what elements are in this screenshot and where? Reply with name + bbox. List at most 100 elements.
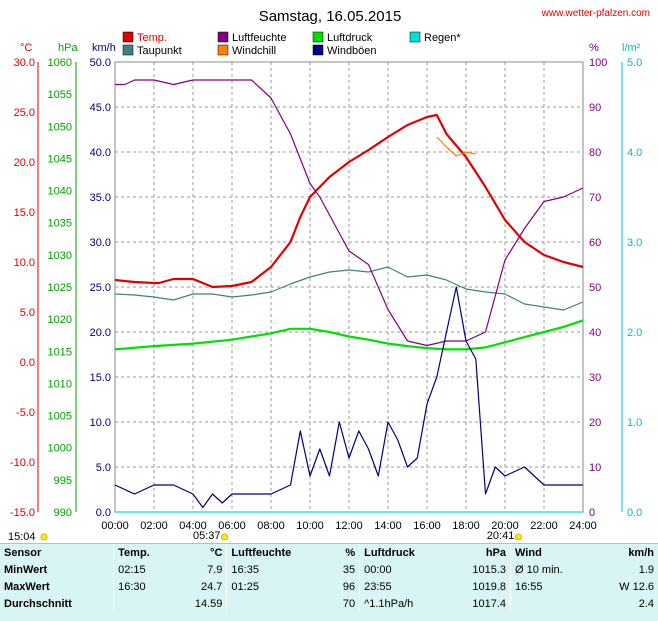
y-tick-label-rain: 1.0 [627,417,642,429]
y-tick-label-humidity: 10 [589,462,601,474]
summary-wind-value: W 12.6 [619,580,654,593]
legend-swatch [312,31,324,43]
y-tick-label-pressure: 1000 [48,443,72,455]
summary-temp-time [113,595,174,612]
y-tick-label-pressure: 990 [54,507,72,519]
series-line-windchill [436,136,476,157]
y-tick-label-pressure: 995 [54,475,72,487]
x-tick-label: 04:00 [179,520,207,532]
summary-header-press: Luftdruck [359,544,448,561]
y-tick-label-temp: -10.0 [10,457,35,469]
summary-header-wind-unit: km/h [628,546,654,559]
y-tick-label-temp: 5.0 [20,307,35,319]
summary-header-hum-unit: % [345,546,356,559]
summary-wind-time [510,595,595,612]
y-tick-label-temp: 15.0 [14,207,35,219]
y-tick-label-pressure: 1010 [48,378,72,390]
y-unit-temp: °C [20,42,32,54]
summary-hum-value: 70 [342,597,356,610]
y-tick-label-humidity: 90 [589,102,601,114]
y-tick-label-pressure: 1020 [48,314,72,326]
y-tick-label-pressure: 1055 [48,89,72,101]
x-tick-label: 08:00 [257,520,285,532]
y-tick-label-pressure: 1025 [48,282,72,294]
y-tick-label-pressure: 1040 [48,186,72,198]
summary-press-value: 1019.8 [472,580,507,593]
sunset-marker-dot [514,533,522,540]
sunrise-marker-label: 05:37 [193,530,221,540]
series-line-temp [114,113,584,289]
y-tick-label-wind: 45.0 [90,102,111,114]
y-unit-humidity: % [589,42,599,54]
summary-header-temp-unit: °C [210,546,223,559]
y-tick-label-pressure: 1045 [48,153,72,165]
x-tick-label: 22:00 [530,520,558,532]
y-tick-label-wind: 10.0 [90,417,111,429]
x-tick-label: 14:00 [374,520,402,532]
legend-swatch [122,31,134,43]
plot-area [114,79,584,513]
summary-hum-time [226,595,329,612]
y-tick-label-humidity: 40 [589,327,601,339]
y-tick-label-humidity: 60 [589,237,601,249]
summary-press-time: ^1.1hPa/h [359,595,448,612]
legend-label: Regen* [424,32,461,44]
summary-row-label: Durchschnitt [4,597,72,610]
summary-temp-time: 02:15 [113,561,174,578]
y-tick-label-temp: 10.0 [14,257,35,269]
summary-temp-value: 24.7 [201,580,223,593]
legend-swatch [217,31,229,43]
sun-marker-left-label: 15:04 [8,531,36,540]
summary-press-time: 23:55 [359,578,448,595]
sun-marker-left-dot [40,533,48,540]
series-line-windben [114,286,583,509]
legend-label: Luftdruck [327,32,373,44]
x-tick-label: 18:00 [452,520,480,532]
y-tick-label-pressure: 1035 [48,218,72,230]
x-tick-label: 06:00 [218,520,246,532]
y-tick-label-rain: 3.0 [627,237,642,249]
summary-temp-value: 7.9 [207,563,223,576]
legend-swatch [122,44,134,56]
x-tick-label: 20:00 [491,520,519,532]
y-tick-label-humidity: 70 [589,192,601,204]
y-tick-label-wind: 50.0 [90,57,111,69]
summary-header-hum: Luftfeuchte [226,544,329,561]
series-line-luftfeuchte [115,79,584,347]
y-tick-label-humidity: 100 [589,57,607,69]
y-tick-label-rain: 2.0 [627,327,642,339]
summary-wind-time: 16:55 [510,578,595,595]
y-tick-label-wind: 0.0 [96,507,111,519]
y-tick-label-temp: -5.0 [16,407,35,419]
site-link[interactable]: www.wetter-pfalzen.com [541,8,650,19]
summary-wind-time: Ø 10 min. [510,561,595,578]
y-tick-label-humidity: 0 [589,507,595,519]
y-tick-label-wind: 25.0 [90,282,111,294]
y-tick-label-pressure: 1060 [48,57,72,69]
x-tick-label: 00:00 [101,520,129,532]
y-tick-label-wind: 30.0 [90,237,111,249]
summary-temp-time: 16:30 [113,578,174,595]
summary-press-value: 1017.4 [472,597,507,610]
x-tick-label: 12:00 [335,520,363,532]
sun-markers: 15:04 05:37 20:41 [8,530,522,540]
y-unit-wind: km/h [92,42,116,54]
legend-swatch [409,31,421,43]
summary-row-label: MinWert [4,563,48,576]
legend-label: Luftfeuchte [232,32,286,44]
y-tick-label-temp: 30.0 [14,57,35,69]
summary-hum-time: 01:25 [226,578,329,595]
x-tick-label: 02:00 [140,520,168,532]
sunrise-marker-dot [221,533,229,540]
chart-title: Samstag, 16.05.2015 [259,8,402,25]
y-tick-label-pressure: 1015 [48,346,72,358]
summary-press-value: 1015.3 [472,563,507,576]
summary-wind-value: 2.4 [638,597,654,610]
grid [114,61,584,513]
weather-chart: Samstag, 16.05.2015 www.wetter-pfalzen.c… [8,8,650,540]
summary-header-press-unit: hPa [485,546,507,559]
legend-swatch [217,44,229,56]
y-tick-label-temp: -15.0 [10,507,35,519]
y-tick-label-wind: 35.0 [90,192,111,204]
y-tick-label-temp: 0.0 [20,357,35,369]
